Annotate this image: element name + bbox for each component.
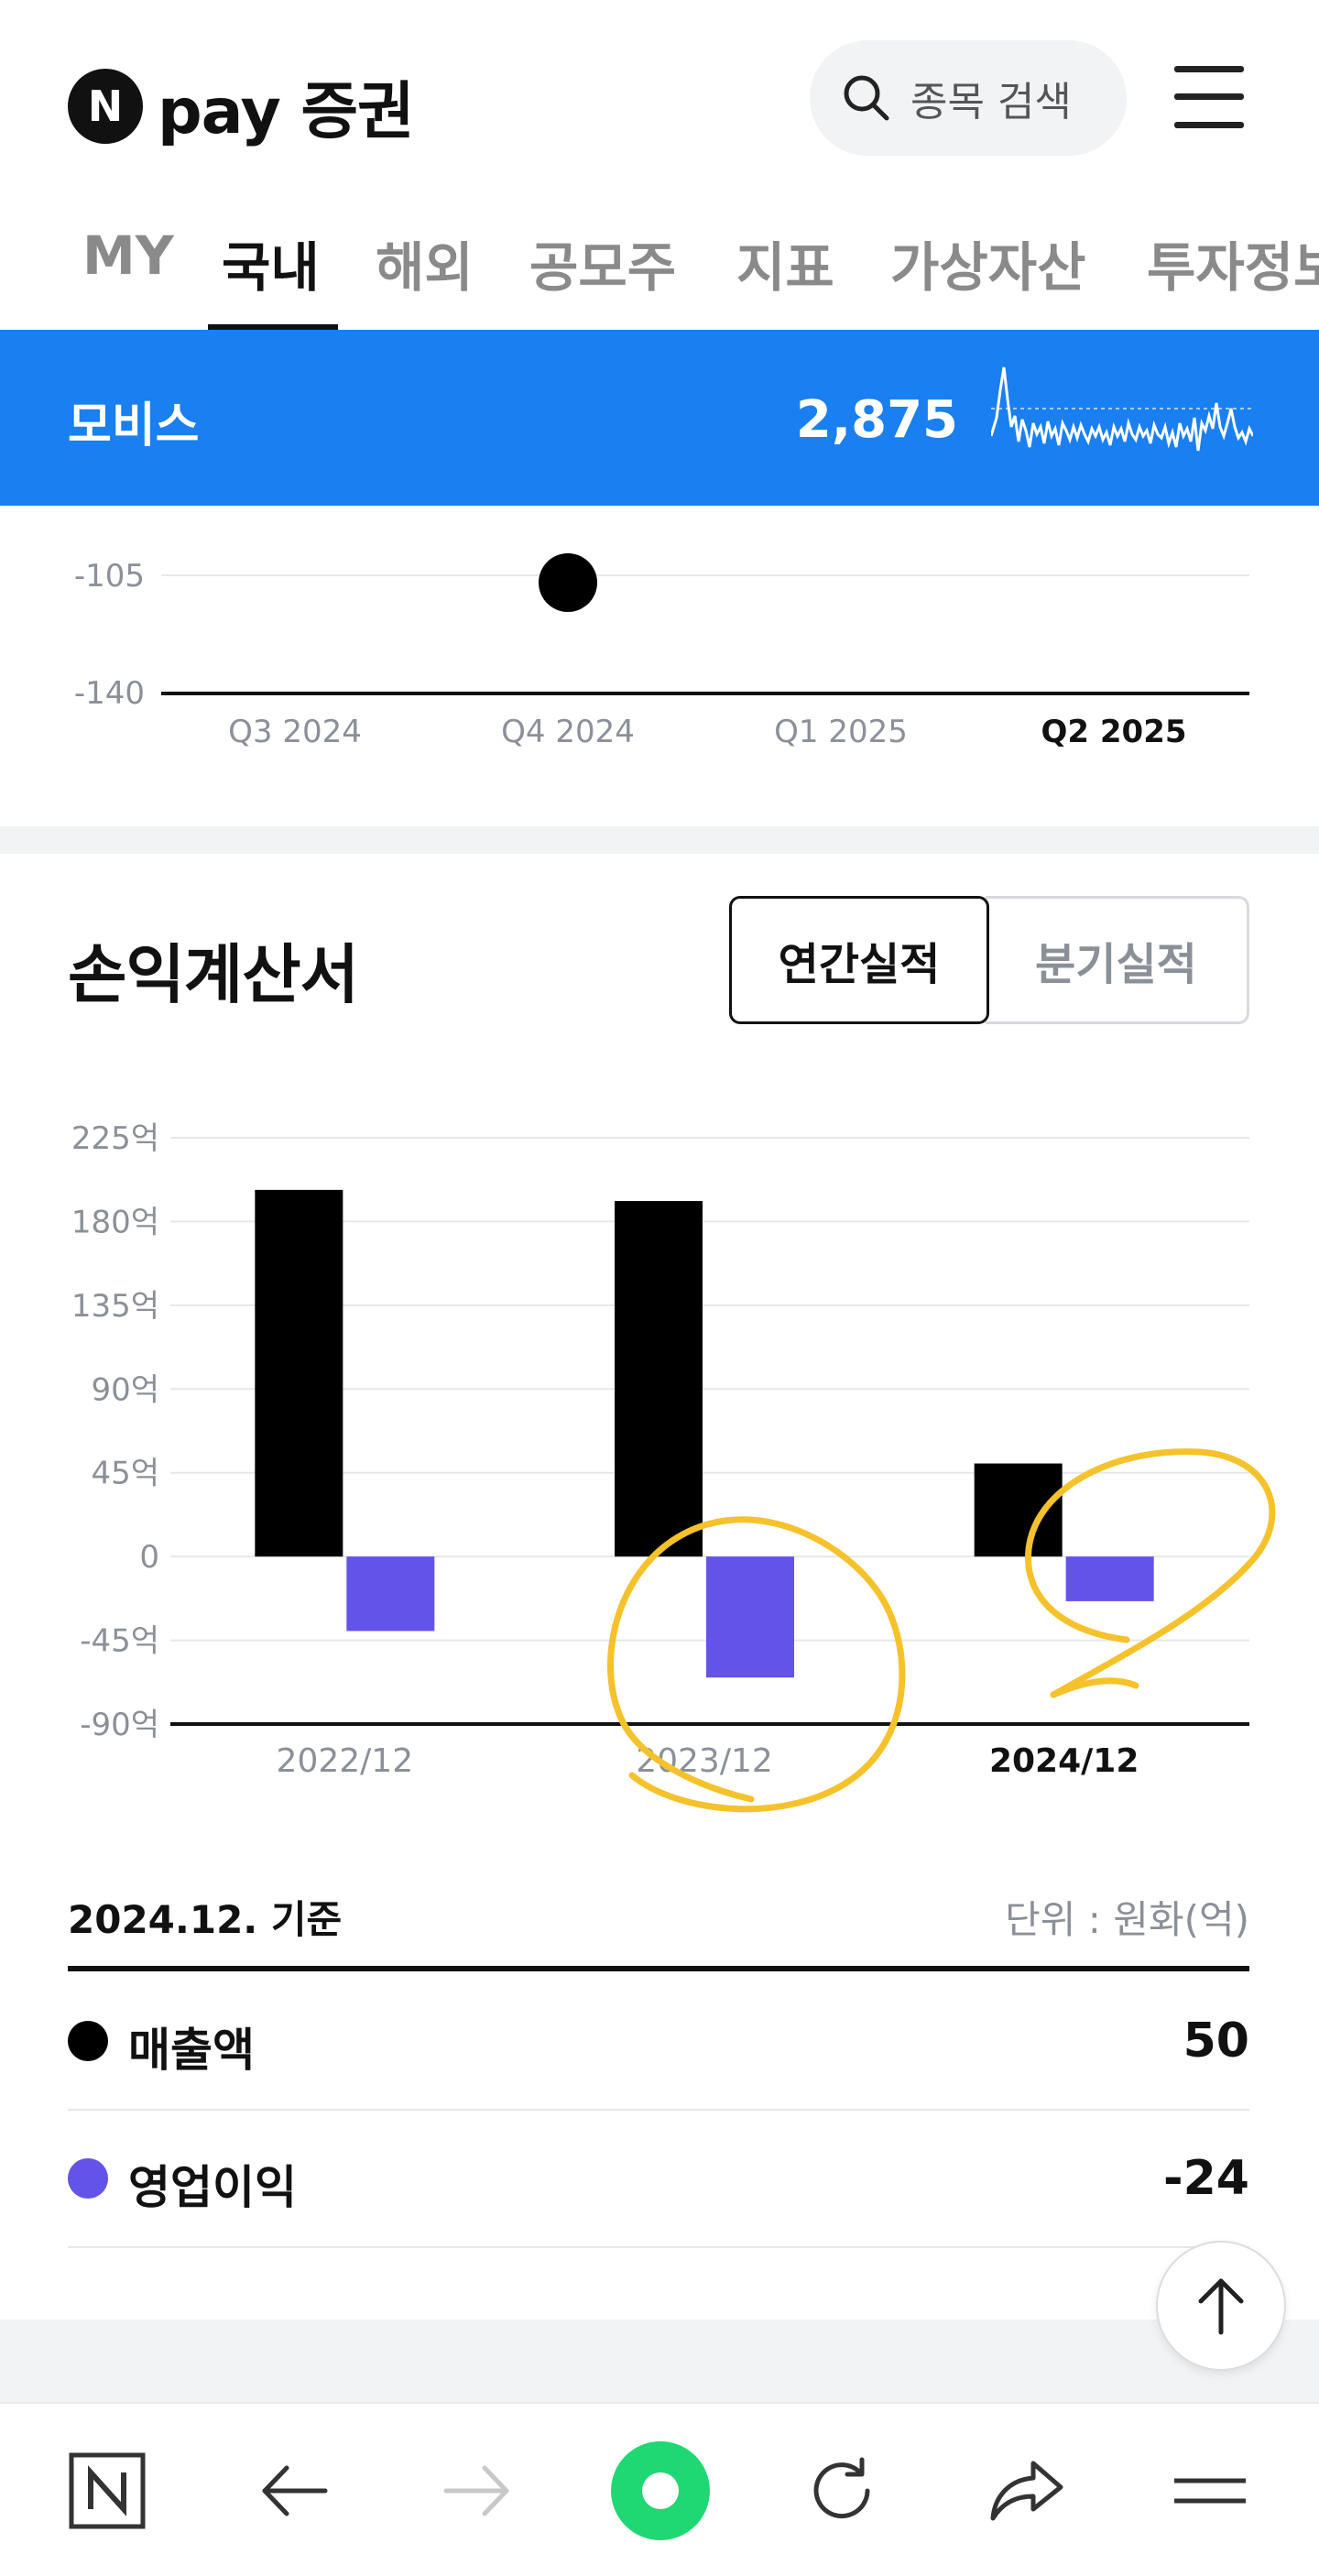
operating-profit-bar	[346, 1556, 435, 1632]
revenue-bar	[974, 1463, 1063, 1557]
annotation-stroke	[1050, 1677, 1139, 1698]
search-icon	[844, 75, 889, 121]
operating-profit-bar	[1065, 1556, 1154, 1601]
naver-logo-icon: N	[68, 68, 143, 144]
table-top-rule	[68, 1966, 1249, 1971]
unit-label: 단위 : 원화(억)	[1005, 1897, 1249, 1942]
forward-arrow-icon[interactable]	[436, 2450, 518, 2532]
quarterly-results-button[interactable]: 분기실적	[986, 896, 1249, 1024]
tab-ipo[interactable]: 공모주	[529, 236, 677, 299]
quarterly-chart: -105 -140 Q3 2024 Q4 2024 Q1 2025 Q2 202…	[74, 553, 1249, 750]
tab-crypto[interactable]: 가상자산	[890, 236, 1086, 299]
tab-my[interactable]: MY	[82, 224, 174, 287]
active-tab-indicator	[208, 324, 338, 330]
y-tick-label: 45억	[91, 1456, 159, 1492]
y-tick-label: 90억	[91, 1371, 159, 1408]
npay-logo[interactable]: N pay 증권	[68, 60, 415, 151]
search-box[interactable]: 종목 검색	[810, 40, 1127, 156]
app-header: N pay 증권 종목 검색	[0, 0, 1319, 197]
legend-label: 영업이익	[128, 2161, 297, 2214]
y-tick-label: 225억	[71, 1120, 159, 1157]
annual-results-button[interactable]: 연간실적	[729, 896, 989, 1024]
stock-summary-bar[interactable]: 모비스 2,875	[0, 330, 1319, 506]
revenue-dot-icon	[68, 2021, 108, 2061]
legend-value: -24	[1163, 2151, 1249, 2206]
y-tick-label: 180억	[71, 1204, 159, 1240]
logo-text: pay 증권	[158, 76, 415, 148]
y-tick-label: -140	[74, 675, 145, 712]
category-tabs: MY 국내 해외 공모주 지표 가상자산 투자정보	[0, 197, 1319, 330]
back-arrow-icon[interactable]	[253, 2450, 335, 2532]
data-point	[539, 553, 597, 612]
x-tick-label: 2022/12	[277, 1742, 414, 1780]
x-tick-label: Q4 2024	[501, 714, 635, 750]
y-tick-label: -105	[74, 558, 145, 595]
price-sparkline	[991, 366, 1253, 452]
annotation-circle	[607, 1516, 906, 1813]
x-tick-label: Q1 2025	[774, 714, 908, 750]
search-placeholder: 종목 검색	[910, 79, 1072, 126]
revenue-bar	[615, 1201, 703, 1557]
x-tick-label: Q3 2024	[228, 714, 362, 750]
stock-name: 모비스	[68, 398, 200, 453]
tab-domestic[interactable]: 국내	[222, 236, 320, 299]
y-tick-label: 135억	[71, 1288, 159, 1325]
y-tick-label: -45억	[80, 1623, 159, 1660]
refresh-icon[interactable]	[802, 2450, 885, 2532]
arrow-up-icon	[1198, 2278, 1244, 2335]
section-title: 손익계산서	[68, 937, 359, 1012]
tab-overseas[interactable]: 해외	[376, 236, 474, 299]
basis-date: 2024.12. 기준	[68, 1897, 343, 1942]
green-dot-icon[interactable]	[610, 2440, 711, 2541]
tab-indicators[interactable]: 지표	[736, 236, 834, 299]
operating-profit-bar	[706, 1556, 794, 1678]
revenue-bar	[255, 1189, 343, 1557]
y-tick-label: 0	[139, 1539, 159, 1576]
period-toggle: 연간실적 분기실적	[729, 896, 1249, 1024]
stock-price: 2,875	[795, 390, 958, 450]
share-icon[interactable]	[986, 2450, 1068, 2532]
section-divider	[0, 826, 1319, 854]
y-tick-label: -90억	[80, 1707, 159, 1743]
x-tick-label: 2024/12	[989, 1742, 1139, 1780]
legend-row-revenue: 매출액 50	[68, 1973, 1249, 2111]
scroll-to-top-button[interactable]	[1156, 2241, 1286, 2371]
legend-row-operating-profit: 영업이익 -24	[68, 2111, 1249, 2248]
hamburger-menu-icon[interactable]	[1174, 64, 1244, 130]
operating-profit-dot-icon	[68, 2158, 108, 2199]
tab-investment-info[interactable]: 투자정보	[1147, 236, 1319, 299]
legend-label: 매출액	[128, 2024, 255, 2077]
footer-spacer	[0, 2319, 1319, 2402]
x-tick-label-highlighted: Q2 2025	[1041, 714, 1186, 750]
naver-home-icon[interactable]	[66, 2450, 148, 2532]
browser-toolbar	[0, 2402, 1319, 2576]
menu-lines-icon[interactable]	[1169, 2450, 1251, 2532]
annotation-circle	[1025, 1448, 1276, 1698]
legend-value: 50	[1183, 2014, 1249, 2068]
